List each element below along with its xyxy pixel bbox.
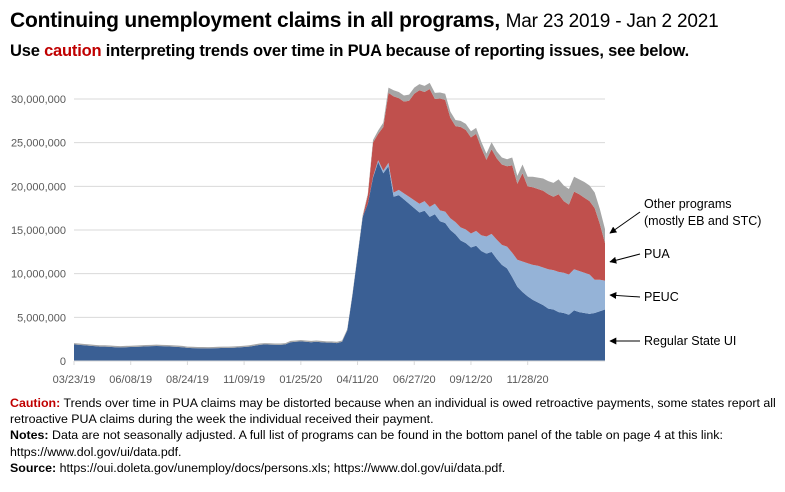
subtitle-prefix: Use bbox=[10, 42, 45, 60]
subtitle-caution-word: caution bbox=[44, 42, 102, 60]
y-tick-labels: 0 5,000,000 10,000,000 15,000,000 20,000,000… bbox=[11, 94, 66, 368]
caution-note: Caution: Trends over time in PUA claims … bbox=[10, 395, 780, 427]
stacked-areas bbox=[74, 82, 605, 361]
notes-text: Data are not seasonally adjusted. A full… bbox=[10, 428, 723, 459]
source-label: Source: bbox=[10, 460, 57, 475]
legend-arrow bbox=[609, 253, 641, 264]
area-series-2 bbox=[74, 88, 605, 349]
y-tick-label: 5,000,000 bbox=[17, 312, 66, 324]
area-series-1 bbox=[74, 160, 605, 349]
axes bbox=[73, 360, 605, 365]
y-tick-label: 30,000,000 bbox=[11, 94, 66, 106]
notes-note: Notes: Data are not seasonally adjusted.… bbox=[10, 427, 780, 459]
legend-labels: Other programs (mostly EB and STC) PUA PEUC… bbox=[609, 197, 761, 348]
x-tick-label: 06/08/19 bbox=[109, 374, 152, 386]
title-date-range: Mar 23 2019 - Jan 2 2021 bbox=[505, 11, 719, 32]
area-series-0 bbox=[74, 161, 605, 361]
footnotes: Caution: Trends over time in PUA claims … bbox=[10, 395, 780, 476]
source-text: https://oui.doleta.gov/unemploy/docs/per… bbox=[56, 460, 506, 475]
y-tick-label: 10,000,000 bbox=[11, 269, 66, 281]
subtitle-suffix: interpreting trends over time in PUA bec… bbox=[101, 42, 689, 60]
x-tick-label: 09/12/20 bbox=[450, 374, 493, 386]
y-tick-label: 25,000,000 bbox=[11, 138, 66, 150]
title-main: Continuing unemployment claims in all pr… bbox=[10, 9, 500, 32]
y-tick-label: 15,000,000 bbox=[11, 225, 66, 237]
source-note: Source: https://oui.doleta.gov/unemploy/… bbox=[10, 460, 780, 476]
x-tick-label: 11/28/20 bbox=[507, 374, 549, 386]
x-tick-label: 01/25/20 bbox=[279, 374, 322, 386]
x-tick-label: 08/24/19 bbox=[166, 374, 209, 386]
legend-label: (mostly EB and STC) bbox=[644, 214, 761, 228]
x-tick-label: 11/09/19 bbox=[223, 374, 265, 386]
x-tick-label: 06/27/20 bbox=[393, 374, 436, 386]
y-tick-label: 0 bbox=[60, 356, 66, 368]
chart-title: Continuing unemployment claims in all pr… bbox=[10, 9, 719, 33]
legend-arrow bbox=[609, 211, 641, 234]
area-chart: 0 5,000,000 10,000,000 15,000,000 20,000,000… bbox=[11, 82, 761, 386]
chart-subtitle: Use caution interpreting trends over tim… bbox=[10, 42, 689, 61]
legend-label: Other programs bbox=[644, 197, 732, 211]
x-tick-label: 03/23/19 bbox=[53, 374, 96, 386]
legend-label: PUA bbox=[644, 247, 670, 261]
caution-label: Caution: bbox=[10, 396, 61, 410]
legend-arrow bbox=[609, 291, 641, 299]
notes-label: Notes: bbox=[10, 428, 49, 443]
legend-label: PEUC bbox=[644, 290, 679, 304]
y-tick-label: 20,000,000 bbox=[11, 181, 66, 193]
legend-label: Regular State UI bbox=[644, 334, 736, 348]
caution-text: Trends over time in PUA claims may be di… bbox=[10, 396, 776, 427]
x-tick-label: 04/11/20 bbox=[337, 374, 379, 386]
x-tick-labels: 03/23/19 06/08/19 08/24/19 11/09/19 01/25/20… bbox=[53, 374, 549, 386]
